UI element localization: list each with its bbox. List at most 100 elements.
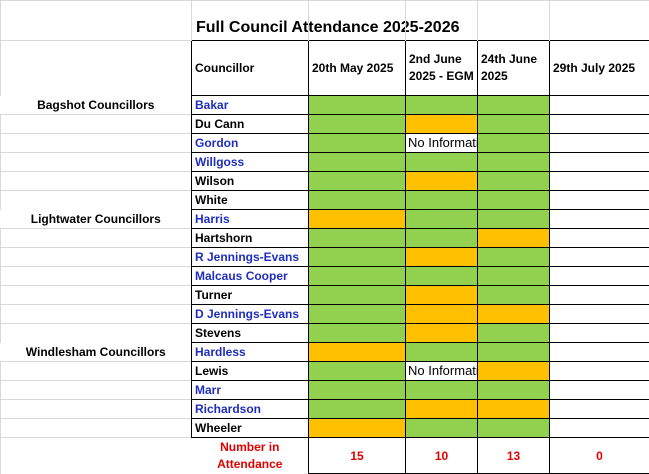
councillor-name[interactable]: Hardless — [192, 343, 309, 362]
attendance-cell[interactable] — [309, 362, 406, 381]
attendance-cell-no-information[interactable]: No Information — [406, 134, 478, 153]
attendance-cell[interactable] — [309, 96, 406, 115]
attendance-cell[interactable] — [550, 248, 649, 267]
attendance-cell[interactable] — [478, 115, 550, 134]
councillor-name[interactable]: Marr — [192, 381, 309, 400]
attendance-cell[interactable] — [309, 400, 406, 419]
attendance-cell[interactable] — [478, 324, 550, 343]
attendance-total-value[interactable]: 15 — [309, 438, 406, 474]
attendance-cell[interactable] — [478, 362, 550, 381]
header-meeting-1[interactable]: 20th May 2025 — [309, 41, 406, 96]
attendance-cell[interactable] — [478, 286, 550, 305]
councillor-name[interactable]: Stevens — [192, 324, 309, 343]
attendance-cell[interactable] — [406, 96, 478, 115]
blank-cell — [1, 172, 192, 191]
attendance-cell[interactable] — [550, 115, 649, 134]
attendance-cell[interactable] — [478, 153, 550, 172]
attendance-cell[interactable] — [406, 324, 478, 343]
attendance-cell[interactable] — [550, 324, 649, 343]
attendance-cell[interactable] — [550, 229, 649, 248]
header-meeting-2[interactable]: 2nd June 2025 - EGM — [406, 41, 478, 96]
attendance-total-value[interactable]: 0 — [550, 438, 649, 474]
attendance-cell[interactable] — [478, 96, 550, 115]
attendance-cell[interactable] — [478, 172, 550, 191]
header-councillor[interactable]: Councillor — [192, 41, 309, 96]
attendance-cell[interactable] — [406, 286, 478, 305]
councillor-name[interactable]: Bakar — [192, 96, 309, 115]
attendance-cell[interactable] — [309, 343, 406, 362]
councillor-name[interactable]: Du Cann — [192, 115, 309, 134]
attendance-cell[interactable] — [550, 400, 649, 419]
attendance-cell[interactable] — [309, 115, 406, 134]
councillor-name[interactable]: Wheeler — [192, 419, 309, 438]
attendance-cell[interactable] — [309, 419, 406, 438]
attendance-cell[interactable] — [309, 172, 406, 191]
attendance-cell[interactable] — [478, 210, 550, 229]
attendance-cell[interactable] — [406, 172, 478, 191]
attendance-cell[interactable] — [478, 305, 550, 324]
attendance-cell[interactable] — [478, 248, 550, 267]
attendance-cell[interactable] — [309, 210, 406, 229]
councillor-name[interactable]: Lewis — [192, 362, 309, 381]
attendance-cell[interactable] — [406, 381, 478, 400]
attendance-cell[interactable] — [309, 134, 406, 153]
attendance-cell[interactable] — [309, 305, 406, 324]
attendance-cell[interactable] — [406, 419, 478, 438]
attendance-cell[interactable] — [406, 343, 478, 362]
attendance-cell[interactable] — [406, 400, 478, 419]
attendance-cell[interactable] — [550, 172, 649, 191]
councillor-name[interactable]: Harris — [192, 210, 309, 229]
councillor-name[interactable]: R Jennings-Evans — [192, 248, 309, 267]
councillor-name[interactable]: Malcaus Cooper — [192, 267, 309, 286]
attendance-cell[interactable] — [550, 419, 649, 438]
attendance-cell[interactable] — [550, 96, 649, 115]
attendance-cell[interactable] — [478, 191, 550, 210]
header-meeting-4[interactable]: 29th July 2025 — [550, 41, 649, 96]
attendance-cell[interactable] — [406, 248, 478, 267]
attendance-cell[interactable] — [478, 419, 550, 438]
attendance-cell[interactable] — [406, 191, 478, 210]
councillor-name[interactable]: Richardson — [192, 400, 309, 419]
attendance-cell[interactable] — [309, 153, 406, 172]
attendance-total-value[interactable]: 10 — [406, 438, 478, 474]
attendance-cell[interactable] — [550, 267, 649, 286]
attendance-cell[interactable] — [550, 210, 649, 229]
councillor-name[interactable]: Hartshorn — [192, 229, 309, 248]
councillor-name[interactable]: Turner — [192, 286, 309, 305]
attendance-cell[interactable] — [309, 248, 406, 267]
attendance-cell[interactable] — [550, 343, 649, 362]
attendance-cell[interactable] — [550, 153, 649, 172]
attendance-cell[interactable] — [406, 153, 478, 172]
attendance-cell[interactable] — [309, 286, 406, 305]
attendance-total-value[interactable]: 13 — [478, 438, 550, 474]
attendance-cell[interactable] — [550, 191, 649, 210]
attendance-cell[interactable] — [406, 305, 478, 324]
councillor-name[interactable]: Wilson — [192, 172, 309, 191]
attendance-cell[interactable] — [550, 362, 649, 381]
attendance-cell[interactable] — [309, 229, 406, 248]
attendance-cell[interactable] — [309, 324, 406, 343]
attendance-cell[interactable] — [478, 400, 550, 419]
attendance-cell[interactable] — [309, 381, 406, 400]
attendance-cell[interactable] — [406, 229, 478, 248]
councillor-name[interactable]: D Jennings-Evans — [192, 305, 309, 324]
attendance-cell[interactable] — [550, 286, 649, 305]
attendance-cell[interactable] — [478, 229, 550, 248]
attendance-cell[interactable] — [550, 134, 649, 153]
attendance-cell[interactable] — [478, 343, 550, 362]
attendance-cell[interactable] — [309, 267, 406, 286]
attendance-cell[interactable] — [478, 381, 550, 400]
header-meeting-3[interactable]: 24th June 2025 — [478, 41, 550, 96]
attendance-cell[interactable] — [406, 210, 478, 229]
attendance-cell-no-information[interactable]: No Information — [406, 362, 478, 381]
councillor-name[interactable]: Gordon — [192, 134, 309, 153]
councillor-name[interactable]: Willgoss — [192, 153, 309, 172]
attendance-cell[interactable] — [550, 381, 649, 400]
attendance-cell[interactable] — [550, 305, 649, 324]
attendance-cell[interactable] — [478, 267, 550, 286]
attendance-cell[interactable] — [406, 267, 478, 286]
attendance-cell[interactable] — [406, 115, 478, 134]
attendance-cell[interactable] — [478, 134, 550, 153]
attendance-cell[interactable] — [309, 191, 406, 210]
councillor-name[interactable]: White — [192, 191, 309, 210]
